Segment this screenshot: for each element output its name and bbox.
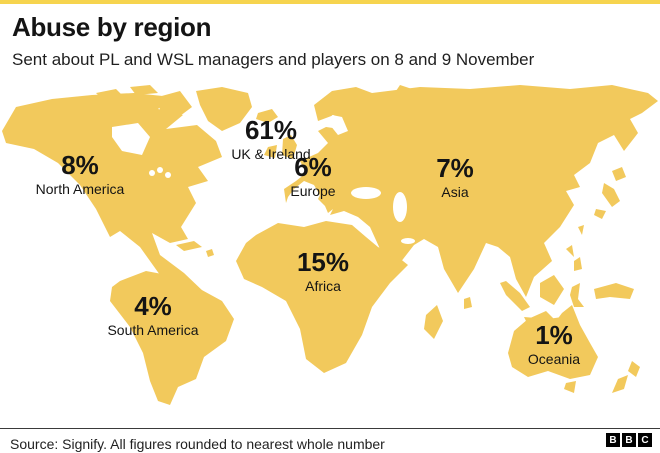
- continent-south-america: [110, 271, 234, 405]
- bbc-logo: B B C: [606, 433, 652, 447]
- region-percent: 6%: [294, 152, 332, 182]
- hudson-bay: [112, 123, 150, 155]
- page-subtitle: Sent about PL and WSL managers and playe…: [12, 50, 535, 69]
- region-label-oceania: 1% Oceania: [528, 322, 580, 367]
- bbc-logo-block: B: [606, 433, 620, 447]
- continent-north-america: [2, 93, 222, 309]
- region-name: Europe: [290, 183, 336, 199]
- region-label-europe: 6% Europe: [290, 154, 335, 199]
- bbc-logo-block: B: [622, 433, 636, 447]
- iceland: [256, 109, 278, 123]
- region-label-uk-ireland: 61% UK & Ireland: [231, 117, 310, 162]
- footer-divider: [0, 428, 660, 429]
- region-percent: 15%: [296, 247, 350, 277]
- region-name: UK & Ireland: [231, 146, 311, 162]
- world-map: [2, 85, 658, 405]
- caspian-sea: [393, 192, 407, 222]
- continents: [2, 85, 658, 405]
- region-percent: 8%: [61, 150, 99, 180]
- region-percent: 1%: [535, 320, 573, 350]
- seas: [112, 115, 415, 244]
- region-name: Africa: [305, 278, 341, 294]
- region-percent: 7%: [436, 153, 474, 183]
- accent-bar: [0, 0, 660, 4]
- sulawesi: [570, 283, 584, 307]
- sumatra: [500, 281, 530, 311]
- madagascar: [424, 305, 443, 339]
- region-label-north-america: 8% North America: [36, 152, 125, 197]
- continent-eurasia: [284, 85, 658, 297]
- black-sea: [351, 187, 381, 199]
- source-text: Source: Signify. All figures rounded to …: [10, 436, 385, 452]
- region-name: Asia: [441, 184, 469, 200]
- page-title: Abuse by region: [12, 12, 212, 42]
- region-percent: 61%: [244, 115, 298, 145]
- borneo: [540, 275, 564, 305]
- baltic-sea: [330, 115, 348, 135]
- bbc-logo-block: C: [638, 433, 652, 447]
- great-britain: [282, 135, 297, 159]
- new-zealand: [628, 361, 640, 377]
- new-guinea: [594, 283, 634, 299]
- world-map-area: 8% North America 61% UK & Ireland 6% Eur…: [0, 85, 660, 415]
- region-name: Oceania: [527, 351, 581, 367]
- region-label-south-america: 4% South America: [107, 293, 198, 338]
- greenland: [196, 87, 252, 131]
- region-label-africa: 15% Africa: [297, 249, 349, 294]
- ireland: [264, 145, 277, 158]
- tasmania: [564, 381, 576, 393]
- region-name: South America: [107, 322, 199, 338]
- continent-australia: [508, 305, 598, 379]
- japan: [612, 167, 626, 181]
- persian-gulf: [401, 238, 415, 244]
- region-name: North America: [35, 181, 125, 197]
- region-label-asia: 7% Asia: [436, 155, 474, 200]
- region-percent: 4%: [134, 291, 172, 321]
- continent-africa: [236, 221, 408, 373]
